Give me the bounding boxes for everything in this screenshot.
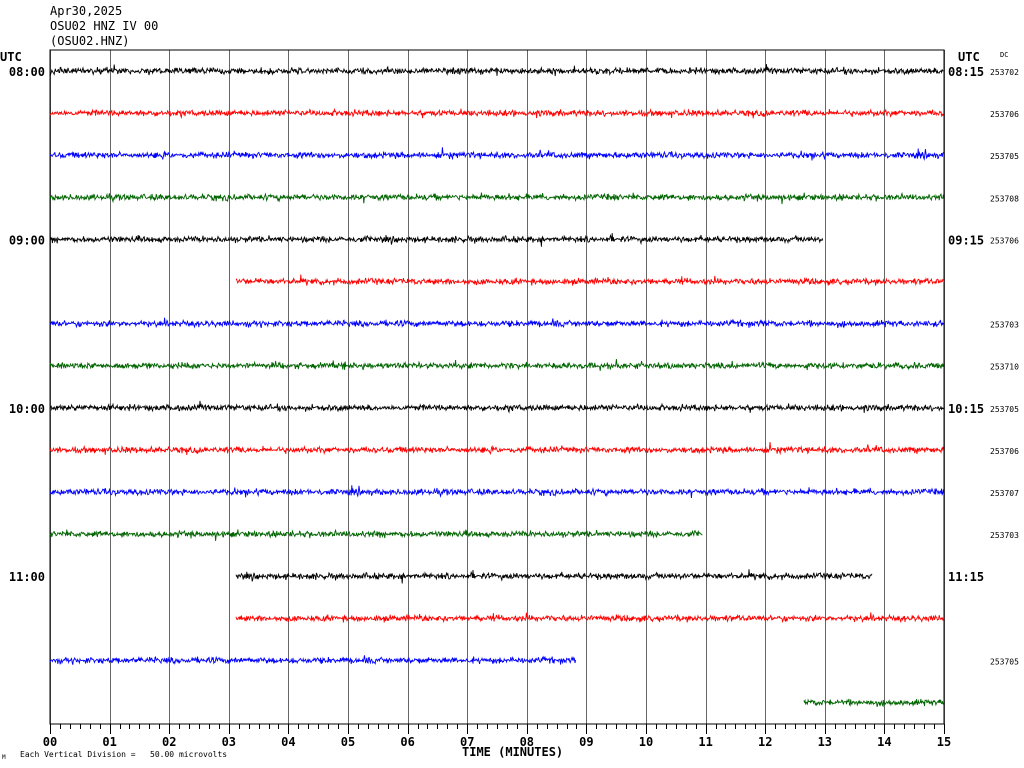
x-tick-label: 06	[400, 735, 414, 749]
row-dc-value: 253708	[990, 194, 1019, 203]
trace-blue	[49, 317, 944, 329]
x-tick-label: 03	[222, 735, 236, 749]
x-tick-label: 09	[579, 735, 593, 749]
trace-black	[235, 569, 873, 584]
x-tick-label: 07	[460, 735, 474, 749]
trace-green	[49, 359, 944, 371]
row-time-left: 09:00	[9, 233, 45, 247]
x-tick-label: 02	[162, 735, 176, 749]
trace-blue	[49, 485, 944, 499]
x-tick-label: 10	[639, 735, 653, 749]
scale-note: Each Vertical Division = 50.00 microvolt…	[20, 750, 227, 759]
trace-blue	[49, 655, 577, 665]
header-date: Apr30,2025	[50, 4, 123, 18]
row-dc-value: 253702	[990, 68, 1019, 77]
header-station: OSU02 HNZ IV 00	[50, 19, 159, 33]
row-dc-value: 253706	[990, 110, 1019, 119]
x-tick-label: 12	[758, 735, 772, 749]
row-time-right: 10:15	[948, 402, 984, 416]
trace-red	[235, 274, 945, 287]
row-time-right: 08:15	[948, 65, 984, 79]
row-dc-value: 253710	[990, 363, 1019, 372]
x-tick-label: 11	[698, 735, 712, 749]
trace-green	[49, 528, 703, 541]
x-tick-label: 05	[341, 735, 355, 749]
x-tick-label: 01	[102, 735, 116, 749]
row-dc-value: 253707	[990, 489, 1019, 498]
trace-green	[49, 192, 944, 205]
x-tick-label: 00	[43, 735, 57, 749]
right-axis-title: UTC	[958, 50, 980, 64]
row-time-left: 08:00	[9, 65, 45, 79]
row-dc-value: 253705	[990, 405, 1019, 414]
row-dc-value: 253705	[990, 657, 1019, 666]
x-tick-label: 13	[818, 735, 832, 749]
row-time-left: 10:00	[9, 402, 45, 416]
row-dc-value: 253706	[990, 236, 1019, 245]
trace-red	[49, 441, 944, 456]
plot-frame	[49, 49, 945, 725]
row-time-right: 11:15	[948, 570, 984, 584]
traces	[49, 64, 945, 708]
corner-mark: M	[2, 754, 6, 761]
x-axis-label: TIME (MINUTES)	[462, 745, 563, 759]
trace-green	[803, 698, 944, 708]
trace-black	[49, 64, 944, 77]
header-channel-code: (OSU02.HNZ)	[50, 34, 130, 48]
row-time-right: 09:15	[948, 233, 984, 247]
x-tick-label: 04	[281, 735, 295, 749]
row-dc-value: 253706	[990, 447, 1019, 456]
row-dc-value: 253705	[990, 152, 1019, 161]
trace-blue	[49, 147, 944, 161]
trace-red	[49, 107, 944, 119]
x-tick-label: 14	[877, 735, 891, 749]
row-dc-value: 253703	[990, 531, 1019, 540]
left-axis-title: UTC	[0, 50, 22, 64]
x-tick-label: 08	[520, 735, 534, 749]
dc-label: DC	[1000, 51, 1008, 59]
trace-black	[49, 233, 824, 247]
row-dc-value: 253703	[990, 321, 1019, 330]
row-time-left: 11:00	[9, 570, 45, 584]
grid	[49, 49, 945, 734]
trace-black	[49, 400, 944, 414]
trace-red	[235, 612, 945, 624]
labels: UTC UTC DC TIME (MINUTES) M Each Vertica…	[0, 50, 1019, 761]
x-tick-label: 15	[937, 735, 951, 749]
